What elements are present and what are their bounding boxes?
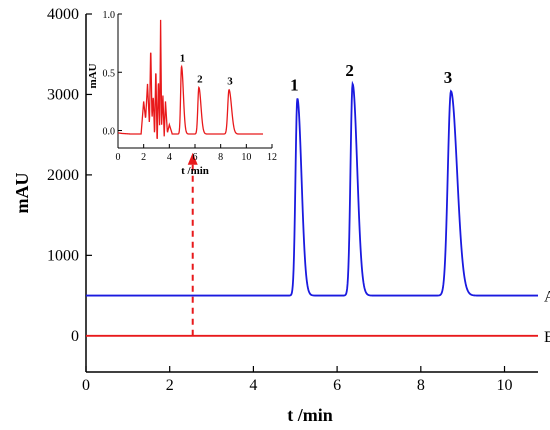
inset-y-tick-label: 1.0: [103, 10, 116, 21]
series-B-label: B: [544, 329, 550, 346]
x-axis-title: t /min: [287, 405, 333, 425]
inset-x-tick-label: 2: [141, 152, 146, 163]
inset-x-tick-label: 4: [167, 152, 172, 163]
series-A-line: [86, 80, 538, 297]
inset-y-tick-label: 0.0: [103, 127, 116, 138]
peak-label: 2: [345, 61, 354, 80]
series-A-label: A: [544, 289, 550, 306]
y-tick-label: 2000: [47, 167, 79, 184]
inset-y-axis-title: mAU: [87, 63, 99, 88]
y-tick-label: 4000: [47, 6, 79, 23]
x-tick-label: 4: [249, 377, 257, 394]
main-traces: A12 3B: [86, 61, 550, 346]
inset-trace: 12 3: [117, 19, 264, 140]
x-tick-label: 8: [417, 377, 425, 394]
dashed-arrow-head: [187, 152, 198, 165]
inset-y-tick-label: 0.5: [103, 68, 116, 79]
inset-x-tick-label: 10: [241, 152, 251, 163]
inset-series-line: [117, 19, 264, 140]
main-annotations: [187, 152, 198, 336]
inset-x-tick-label: 0: [116, 152, 121, 163]
inset-ticks: 0 2 4 6 8 10 120.00.51.0: [103, 10, 278, 163]
x-tick-label: 2: [166, 377, 174, 394]
x-tick-label: 6: [333, 377, 341, 394]
inset-peak-label: 1: [180, 52, 186, 64]
inset-peak-label: 3: [227, 76, 233, 88]
inset-plot: 0 2 4 6 8 10 120.00.51.0 12 3 t /min mAU: [87, 10, 277, 177]
inset-x-tick-label: 6: [193, 152, 198, 163]
y-tick-label: 1000: [47, 247, 79, 264]
inset-x-tick-label: 12: [267, 152, 277, 163]
x-tick-label: 0: [82, 377, 90, 394]
peak-label: 3: [444, 68, 453, 87]
x-tick-label: 10: [497, 377, 513, 394]
y-axis-title: mAU: [12, 173, 32, 214]
inset-peak-label: 2: [197, 73, 203, 85]
inset-x-axis-title: t /min: [181, 165, 209, 177]
inset-x-tick-label: 8: [218, 152, 223, 163]
y-tick-label: 3000: [47, 86, 79, 103]
peak-label: 1: [290, 75, 299, 94]
y-tick-label: 0: [71, 328, 79, 345]
